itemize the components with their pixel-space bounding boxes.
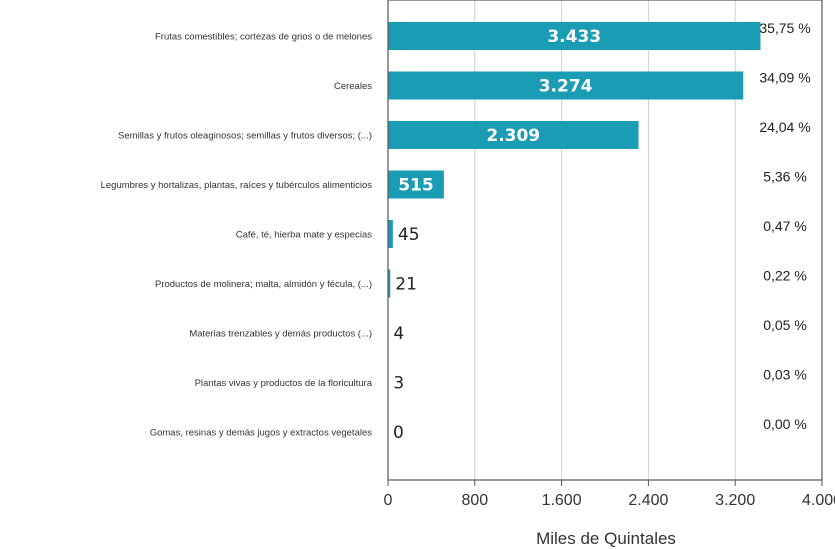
category-label: Productos de molinera; malta, almidón y … bbox=[155, 279, 372, 290]
category-label: Semillas y frutos oleaginosos; semillas … bbox=[118, 131, 372, 142]
x-axis-title: Miles de Quintales bbox=[536, 529, 676, 548]
category-label: Cereales bbox=[334, 81, 372, 92]
percent-label: 24,04 % bbox=[759, 119, 810, 135]
value-label: 3.433 bbox=[547, 27, 601, 47]
percent-label: 0,03 % bbox=[763, 367, 807, 383]
value-label: 3.274 bbox=[539, 77, 593, 97]
value-label: 0 bbox=[393, 423, 404, 443]
value-label: 3 bbox=[393, 374, 404, 394]
value-label: 21 bbox=[395, 275, 417, 295]
x-tick-label: 2.400 bbox=[628, 492, 668, 509]
category-label: Frutas comestibles; cortezas de grios o … bbox=[155, 32, 372, 43]
category-label: Gomas, resinas y demás jugos y extractos… bbox=[150, 428, 373, 439]
plot-frame bbox=[387, 0, 823, 481]
category-label: Plantas vivas y productos de la floricul… bbox=[195, 378, 373, 389]
bar bbox=[388, 22, 761, 50]
value-label: 45 bbox=[398, 225, 420, 245]
value-label: 2.309 bbox=[486, 126, 540, 146]
bar bbox=[388, 269, 391, 298]
category-label: Café, té, hierba mate y especias bbox=[236, 230, 372, 241]
percent-label: 0,05 % bbox=[763, 317, 807, 333]
category-label: Materias trenzables y demás productos (.… bbox=[189, 329, 372, 340]
x-tick-label: 4.000 bbox=[802, 492, 835, 509]
labels: 0 800 1.600 2.400 3.200 4.000 Frutas comestibl… bbox=[101, 20, 835, 509]
percent-label: 0,00 % bbox=[763, 416, 807, 432]
bar bbox=[388, 170, 444, 199]
percent-label: 0,22 % bbox=[763, 268, 807, 284]
x-tick-label: 1.600 bbox=[542, 492, 582, 509]
x-tick-label: 3.200 bbox=[715, 492, 755, 509]
bar bbox=[388, 71, 744, 100]
percent-label: 35,75 % bbox=[759, 20, 810, 36]
plot-area-border bbox=[387, 0, 823, 481]
value-label: 515 bbox=[398, 176, 434, 196]
x-tick-label: 0 bbox=[384, 492, 393, 509]
category-label: Legumbres y hortalizas, plantas, raíces … bbox=[101, 180, 373, 191]
value-label: 4 bbox=[393, 324, 404, 344]
bar bbox=[388, 121, 639, 149]
bar bbox=[388, 220, 393, 248]
percent-label: 5,36 % bbox=[763, 169, 807, 185]
percent-label: 0,47 % bbox=[763, 218, 807, 234]
percent-label: 34,09 % bbox=[759, 70, 810, 86]
x-tick-label: 800 bbox=[461, 492, 488, 509]
